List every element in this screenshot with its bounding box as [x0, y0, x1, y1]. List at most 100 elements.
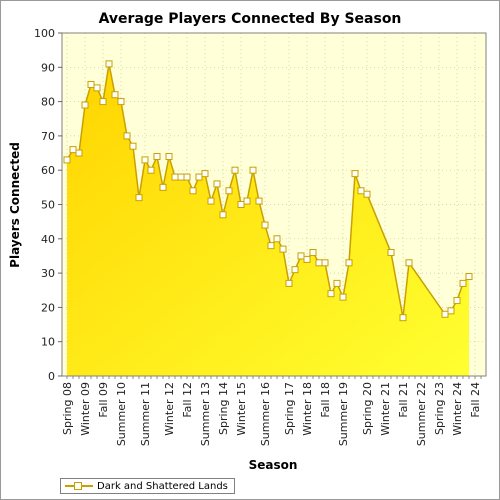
data-point	[81, 101, 89, 109]
data-point	[327, 290, 335, 298]
x-tick-label: Winter 24	[451, 382, 464, 436]
data-point	[153, 152, 161, 160]
y-tick-label: 50	[41, 199, 55, 212]
data-point	[291, 266, 299, 274]
y-tick-label: 60	[41, 164, 55, 177]
x-tick-label: Spring 17	[283, 382, 296, 435]
data-point	[339, 293, 347, 301]
series-markers	[63, 60, 473, 322]
data-point	[303, 255, 311, 263]
y-tick-label: 0	[48, 370, 55, 383]
data-point	[249, 166, 257, 174]
data-point	[231, 166, 239, 174]
data-point	[171, 173, 179, 181]
data-point	[219, 211, 227, 219]
x-tick-label: Winter 09	[79, 382, 92, 436]
data-point	[321, 259, 329, 267]
data-point	[459, 279, 467, 287]
data-point	[183, 173, 191, 181]
x-axis: Spring 08 Winter 09 Fall 09 Summer 10 Summer…	[61, 376, 482, 446]
x-tick-label: Summer 11	[139, 382, 152, 446]
data-point	[225, 187, 233, 195]
data-point	[93, 84, 101, 92]
x-tick-label: Fall 18	[319, 382, 332, 418]
data-point	[99, 98, 107, 106]
data-point	[75, 149, 83, 157]
data-point	[255, 197, 263, 205]
data-point	[201, 170, 209, 178]
x-tick-label: Summer 10	[115, 382, 128, 446]
data-point	[405, 259, 413, 267]
x-tick-label: Summer 19	[337, 382, 350, 446]
y-tick-label: 40	[41, 233, 55, 246]
data-point	[105, 60, 113, 68]
data-point	[177, 173, 185, 181]
data-point	[279, 245, 287, 253]
data-point	[69, 146, 77, 154]
x-tick-label: Spring 14	[217, 382, 230, 435]
data-point	[111, 91, 119, 99]
data-point	[129, 142, 137, 150]
data-point	[189, 187, 197, 195]
data-point	[141, 156, 149, 164]
data-point	[309, 249, 317, 257]
y-axis-label: Players Connected	[8, 142, 22, 268]
x-tick-label: Spring 20	[361, 382, 374, 435]
data-point	[135, 194, 143, 202]
x-tick-label: Spring 23	[433, 382, 446, 435]
data-point	[159, 183, 167, 191]
data-point	[273, 235, 281, 243]
y-tick-label: 10	[41, 336, 55, 349]
data-point	[213, 180, 221, 188]
data-point	[387, 249, 395, 257]
data-point	[165, 152, 173, 160]
x-tick-label: Winter 15	[235, 382, 248, 436]
x-tick-label: Winter 21	[379, 382, 392, 436]
data-point	[333, 279, 341, 287]
data-point	[195, 173, 203, 181]
data-point	[63, 156, 71, 164]
data-point	[465, 273, 473, 281]
data-point	[243, 197, 251, 205]
x-tick-label: Fall 24	[469, 382, 482, 418]
data-point	[345, 259, 353, 267]
data-point	[123, 132, 131, 140]
x-tick-label: Winter 12	[163, 382, 176, 436]
y-tick-label: 20	[41, 301, 55, 314]
y-tick-label: 30	[41, 267, 55, 280]
x-axis-label: Season	[249, 458, 298, 472]
data-point	[87, 80, 95, 88]
x-tick-label: Summer 22	[415, 382, 428, 446]
data-point	[117, 98, 125, 106]
x-tick-label: Fall 12	[181, 382, 194, 418]
y-axis: 0 10 20 30 40 50 60 70 80 90 100	[34, 27, 62, 383]
x-tick-label: Summer 13	[199, 382, 212, 446]
x-tick-label: Fall 21	[397, 382, 410, 418]
data-point	[237, 201, 245, 208]
data-point	[285, 279, 293, 287]
x-tick-label: Fall 09	[97, 382, 110, 418]
area-fill	[67, 63, 469, 377]
data-point	[453, 297, 461, 305]
data-point	[441, 310, 449, 318]
data-point	[261, 221, 269, 229]
y-tick-label: 90	[41, 61, 55, 74]
data-point	[363, 190, 371, 198]
data-point	[147, 166, 155, 174]
data-point	[399, 314, 407, 322]
x-tick-label: Summer 16	[259, 382, 272, 446]
data-point	[351, 170, 359, 178]
data-point	[315, 259, 323, 267]
y-tick-label: 100	[34, 27, 55, 40]
data-point	[267, 242, 275, 250]
legend-swatch	[65, 481, 93, 491]
data-point	[297, 252, 305, 260]
data-point	[357, 187, 365, 195]
x-tick-label: Winter 18	[301, 382, 314, 436]
legend: Dark and Shattered Lands	[60, 478, 235, 494]
y-tick-label: 70	[41, 130, 55, 143]
y-tick-label: 80	[41, 96, 55, 109]
legend-label: Dark and Shattered Lands	[97, 480, 228, 492]
chart-title: Average Players Connected By Season	[99, 11, 402, 27]
